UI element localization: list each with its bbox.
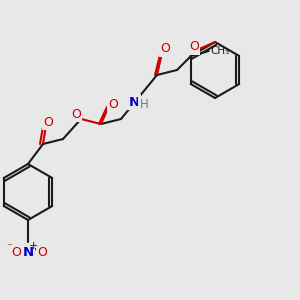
Text: +: + [28,241,38,251]
Text: O: O [71,107,81,121]
Text: H: H [140,98,148,112]
Text: O: O [37,245,47,259]
Text: O: O [11,245,21,259]
Text: O: O [189,40,199,53]
Text: ⁻: ⁻ [6,242,12,252]
Text: N: N [128,95,140,109]
Text: N: N [22,245,34,259]
Text: O: O [108,98,118,110]
Text: CH₃: CH₃ [211,46,230,56]
Text: O: O [160,43,170,56]
Text: O: O [43,116,53,128]
